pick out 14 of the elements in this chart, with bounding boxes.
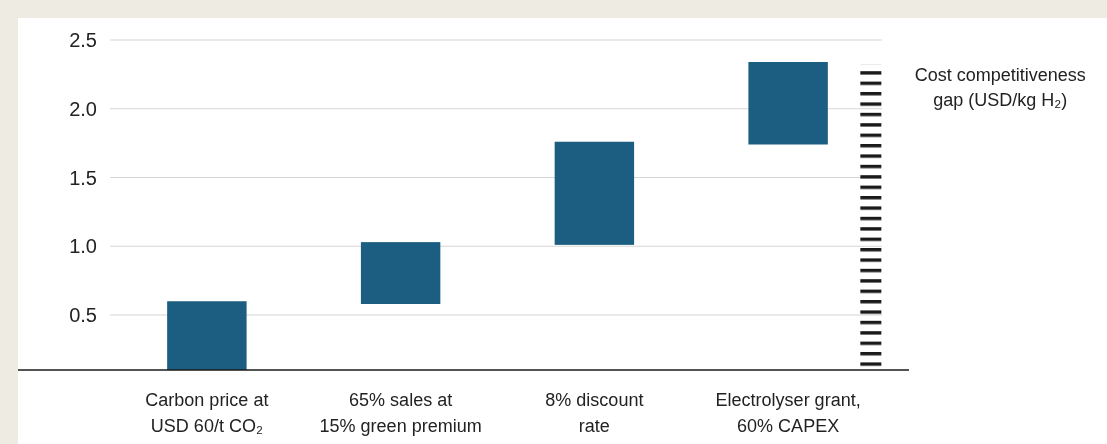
y-tick-label: 0.5 (69, 304, 97, 327)
x-tick-label: 8% discount rate (545, 390, 644, 436)
bar (360, 242, 441, 304)
bar (554, 141, 635, 245)
x-tick-label: 65% sales at 15% green premium (319, 390, 482, 436)
y-tick-label: 1.5 (69, 166, 97, 189)
bar (167, 301, 247, 370)
bar (748, 62, 828, 145)
y-tick-label: 1.0 (69, 235, 97, 258)
y-tick-label: 2.5 (69, 29, 97, 52)
y-tick-label: 2.0 (69, 97, 97, 120)
x-tick-label: Carbon price at USD 60/t CO₂ (145, 390, 269, 436)
series-label: Cost competitiveness gap (USD/kg H₂) (914, 64, 1086, 110)
x-tick-label: Electrolyser grant, 60% CAPEX (715, 390, 861, 436)
